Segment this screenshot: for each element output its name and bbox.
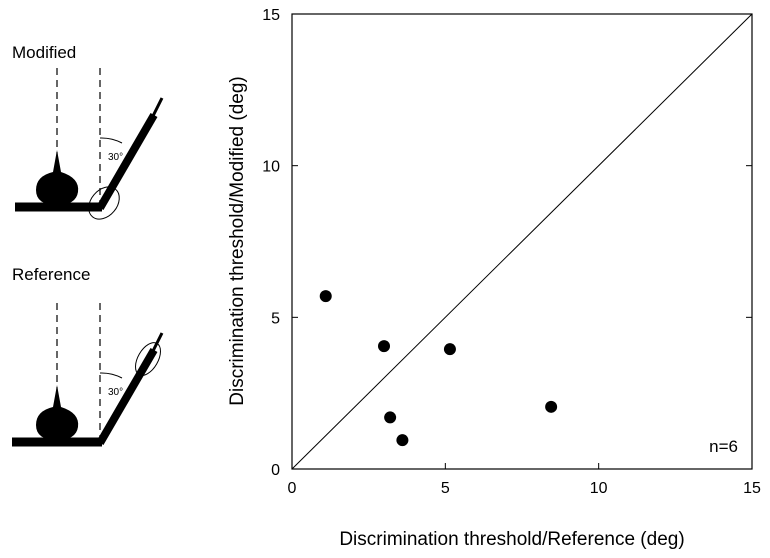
data-point	[384, 411, 397, 424]
scatter-plot: n=6 Discrimination threshold/Reference (…	[227, 7, 761, 550]
contact-circle	[135, 342, 161, 376]
x-tick-label: 5	[441, 480, 450, 497]
angle-label: 30°	[108, 387, 123, 398]
modified-diagram: Modified 30°	[12, 43, 164, 220]
x-tick-label: 0	[288, 480, 297, 497]
data-point	[378, 340, 390, 353]
lever	[150, 97, 164, 119]
y-tick-label: 5	[271, 310, 280, 327]
y-tick-label: 10	[262, 159, 280, 176]
object	[36, 385, 79, 440]
data-point	[443, 343, 456, 356]
angle-arc	[99, 372, 123, 379]
y-axis-label: Discrimination threshold/Modified (deg)	[227, 76, 248, 405]
object	[36, 150, 79, 205]
x-tick-label: 15	[743, 480, 761, 497]
plot-frame	[291, 13, 753, 470]
lever	[96, 347, 158, 446]
angle-arc	[99, 137, 123, 144]
y-tick-label: 15	[262, 7, 280, 24]
lever	[96, 112, 158, 211]
contact-circle	[88, 186, 120, 220]
data-point	[396, 434, 409, 447]
diagram-label: Reference	[12, 265, 90, 284]
x-axis-label: Discrimination threshold/Reference (deg)	[339, 529, 684, 550]
reference-diagram: Reference 30°	[12, 265, 164, 447]
annotation: n=6	[709, 437, 738, 456]
y-tick-label: 0	[271, 462, 280, 479]
diagram-label: Modified	[12, 43, 76, 62]
x-tick-label: 10	[590, 480, 608, 497]
angle-label: 30°	[108, 152, 123, 163]
identity-line	[291, 13, 753, 470]
data-point	[319, 290, 332, 303]
data-point	[545, 400, 558, 413]
